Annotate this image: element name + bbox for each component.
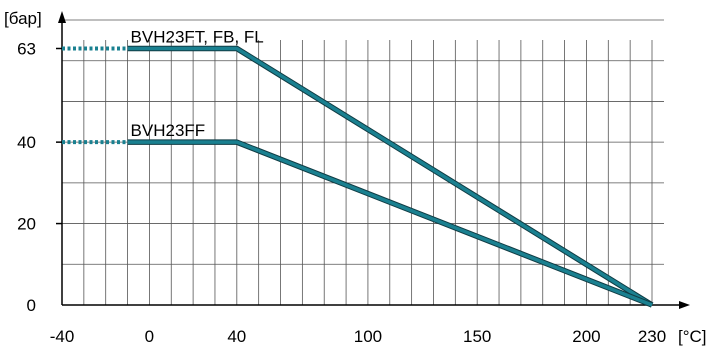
x-tick-label: 150 [463, 327, 491, 346]
series-line [127, 46, 653, 307]
x-tick-label: -40 [50, 327, 75, 346]
y-tick-label: 20 [17, 215, 36, 234]
x-tick-label: 200 [572, 327, 600, 346]
series-label: BVH23FT, FB, FL [131, 28, 264, 47]
x-tick-label: 230 [638, 327, 666, 346]
series-label: BVH23FF [131, 121, 206, 140]
x-tick-label: 40 [227, 327, 246, 346]
axes [58, 11, 690, 309]
x-tick-label: 100 [354, 327, 382, 346]
series-1: BVH23FT, FB, FL [62, 28, 654, 308]
y-tick-label: 40 [17, 133, 36, 152]
y-tick-label: 63 [17, 40, 36, 59]
series-layer: BVH23FT, FB, FL BVH23FF [62, 28, 654, 308]
y-tick-label: 0 [27, 296, 36, 315]
series-2: BVH23FF [62, 121, 654, 308]
x-axis-label: [°C] [678, 327, 707, 346]
series-line [127, 140, 653, 307]
x-axis-arrow [679, 301, 690, 309]
y-axis-label: [бар] [4, 9, 42, 28]
x-tick-label: 0 [145, 327, 154, 346]
y-axis-arrow [58, 11, 66, 23]
grid [56, 19, 664, 305]
tick-labels: -40 0 40 100 150 200 230 0 20 40 63 [17, 40, 666, 347]
